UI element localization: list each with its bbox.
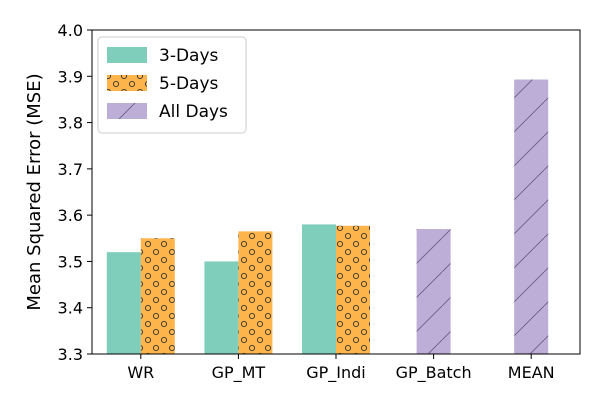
y-tick-label: 3.3: [58, 345, 83, 364]
plot-area: [91, 29, 581, 355]
y-tick-label: 3.8: [58, 114, 83, 133]
x-axis: WR GP_MT GP_Indi GP_Batch MEAN: [127, 354, 555, 383]
legend-swatch-all-days: [107, 103, 147, 119]
bar-3-days-gp_indi: [302, 224, 336, 354]
bar-5-days-wr: [140, 238, 175, 354]
x-tick-label: GP_Indi: [306, 363, 366, 383]
y-tick-label: 4.0: [58, 21, 83, 40]
legend-label: 3-Days: [159, 46, 219, 66]
bar-all-days-mean: [514, 79, 549, 355]
legend-swatch-5-days: [107, 75, 147, 91]
y-tick-label: 3.4: [58, 299, 83, 318]
x-tick-label: GP_MT: [212, 363, 266, 383]
legend-swatch-3-days: [107, 47, 147, 63]
x-tick-label: GP_Batch: [396, 363, 472, 383]
bar-5-days-gp_mt: [238, 231, 273, 354]
legend: 3-Days 5-Days All Days: [97, 36, 247, 134]
bar-3-days-wr: [106, 252, 141, 354]
legend-label: All Days: [159, 102, 228, 122]
y-tick-label: 3.5: [58, 252, 83, 271]
y-tick-label: 3.9: [58, 67, 83, 86]
bar-5-days-gp_indi: [336, 225, 370, 354]
y-axis: 3.3 3.4 3.5 3.6 3.7 3.8 3.9 4.0: [58, 21, 92, 364]
bar-3-days-gp_mt: [204, 261, 239, 354]
y-axis-label: Mean Squared Error (MSE): [24, 73, 45, 310]
y-tick-label: 3.7: [58, 160, 83, 179]
y-tick-label: 3.6: [58, 206, 83, 225]
legend-label: 5-Days: [159, 74, 219, 94]
x-tick-label: WR: [127, 363, 154, 382]
x-tick-label: MEAN: [508, 363, 555, 382]
bar-all-days-gp_batch: [416, 229, 451, 354]
